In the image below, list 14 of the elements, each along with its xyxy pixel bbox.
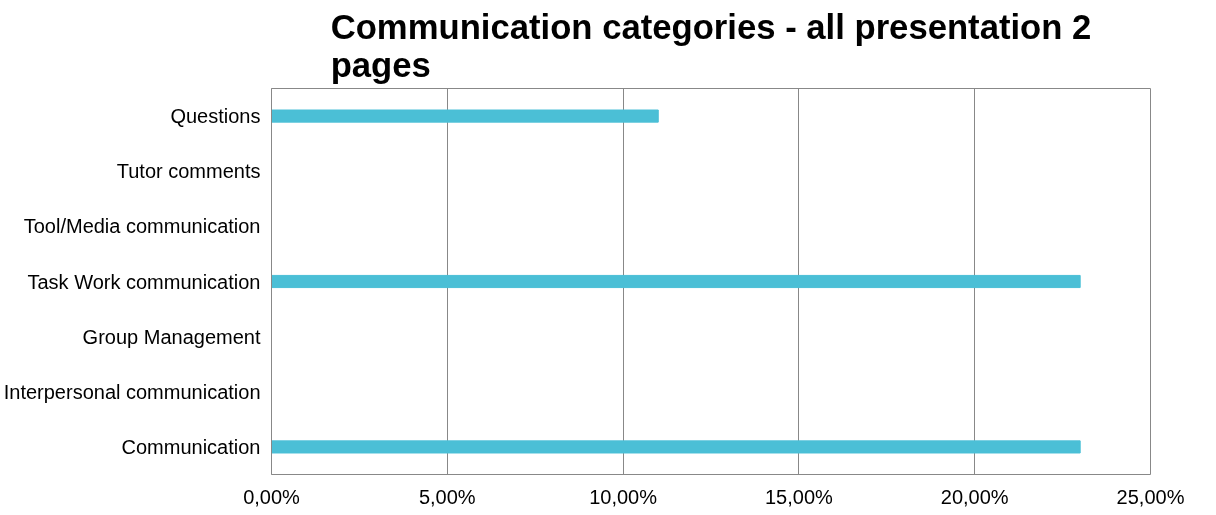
x-tick-label: 20,00% [940,485,1009,508]
chart-title: Communication categories - all presentation 2 pages [330,7,1092,84]
x-tick-label: 10,00% [589,485,658,508]
y-tick-label: Tutor comments [116,160,261,183]
y-tick-label: Questions [170,105,261,128]
x-tick-label: 15,00% [764,485,834,508]
y-tick-label: Tool/Media communication [23,215,261,238]
y-tick-label: Communication [121,435,261,458]
y-tick-label: Interpersonal communication [3,380,261,403]
y-tick-label: Group Management [82,325,261,348]
y-tick-label: Task Work communication [27,270,261,293]
x-tick-label: 25,00% [1116,485,1185,508]
x-tick-label: 5,00% [418,485,476,508]
x-tick-label: 0,00% [243,485,301,508]
